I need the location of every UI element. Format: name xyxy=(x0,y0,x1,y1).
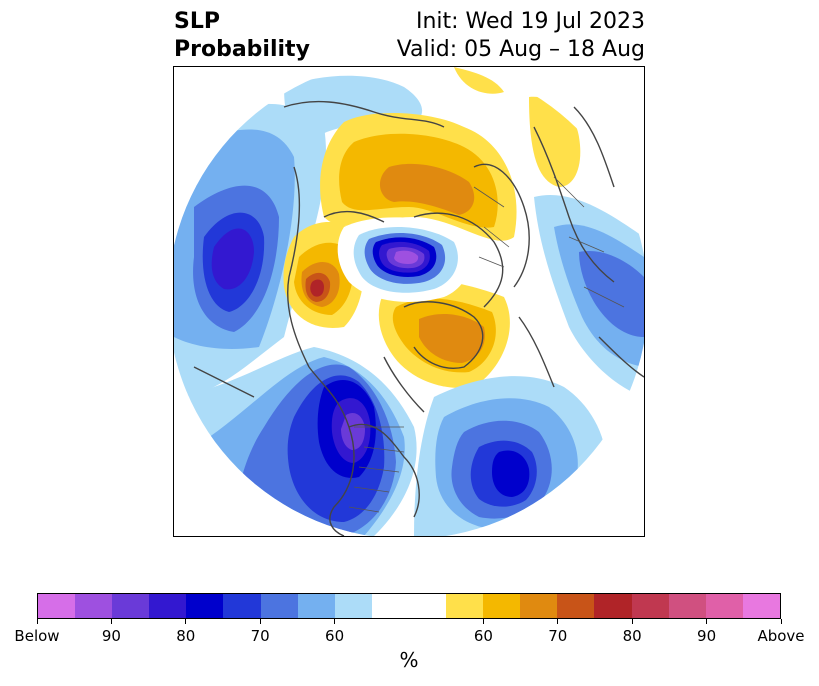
colorbar-swatch xyxy=(334,594,372,618)
colorbar-tick-mark xyxy=(36,619,38,624)
colorbar-tick-label: 90 xyxy=(101,627,121,645)
colorbar-tick-label: 70 xyxy=(250,627,270,645)
colorbar-tick-label: Above xyxy=(757,627,805,645)
colorbar-tick-label: 90 xyxy=(697,627,717,645)
colorbar xyxy=(37,593,781,619)
colorbar-swatch xyxy=(75,594,113,618)
colorbar-swatch xyxy=(631,594,669,618)
colorbar-tick-mark xyxy=(334,619,336,624)
map-canvas xyxy=(174,67,644,536)
colorbar-tick-label: Below xyxy=(14,627,60,645)
colorbar-swatch xyxy=(594,594,632,618)
colorbar-swatch xyxy=(557,594,595,618)
colorbar-tick-label: 70 xyxy=(548,627,568,645)
map-title: SLP Probability xyxy=(174,8,310,64)
colorbar-tick-mark xyxy=(110,619,112,624)
colorbar-tick-label: 80 xyxy=(176,627,196,645)
date-info: Init: Wed 19 Jul 2023 Valid: 05 Aug – 18… xyxy=(397,8,645,64)
colorbar-swatch xyxy=(149,594,187,618)
colorbar-tick-mark xyxy=(482,619,484,624)
colorbar-swatch xyxy=(297,594,335,618)
colorbar-swatch xyxy=(260,594,298,618)
colorbar-tick-mark xyxy=(185,619,187,624)
colorbar-swatch xyxy=(186,594,224,618)
colorbar-tick-mark xyxy=(631,619,633,624)
colorbar-tick-label: 80 xyxy=(622,627,642,645)
probability-field xyxy=(174,67,644,536)
polar-map xyxy=(173,66,645,537)
title-line-2: Probability xyxy=(174,37,310,62)
colorbar-swatch xyxy=(483,594,521,618)
colorbar-unit: % xyxy=(399,648,419,672)
colorbar-tick-label: 60 xyxy=(473,627,493,645)
colorbar-tick-mark xyxy=(557,619,559,624)
colorbar-swatch xyxy=(705,594,743,618)
colorbar-swatch xyxy=(38,594,76,618)
borders xyxy=(348,176,625,513)
colorbar-swatch xyxy=(371,594,447,618)
colorbar-swatch xyxy=(112,594,150,618)
colorbar-tick-mark xyxy=(780,619,782,624)
colorbar-tick-label: 60 xyxy=(325,627,345,645)
colorbar-swatch xyxy=(446,594,484,618)
colorbar-swatch xyxy=(223,594,261,618)
valid-range: Valid: 05 Aug – 18 Aug xyxy=(396,37,645,62)
colorbar-swatch xyxy=(742,594,780,618)
coastlines xyxy=(193,100,644,536)
title-line-1: SLP xyxy=(174,9,220,34)
colorbar-swatch xyxy=(520,594,558,618)
colorbar-tick-mark xyxy=(259,619,261,624)
colorbar-swatch xyxy=(668,594,706,618)
colorbar-tick-mark xyxy=(706,619,708,624)
init-date: Init: Wed 19 Jul 2023 xyxy=(415,9,645,34)
